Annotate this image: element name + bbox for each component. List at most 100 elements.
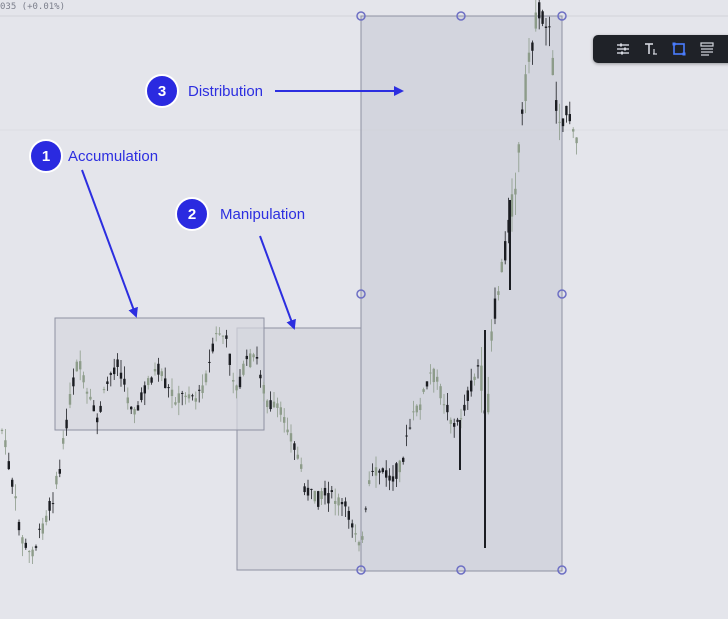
candle-body (510, 194, 514, 217)
candle-body (123, 378, 126, 385)
candle-body (402, 457, 405, 462)
candle-body (551, 57, 554, 76)
candle-body (514, 188, 517, 195)
candle-body (470, 380, 473, 392)
candle-body (436, 376, 439, 382)
resize-handle[interactable] (557, 289, 567, 299)
annotation-arrow (81, 169, 138, 318)
candle-body (150, 377, 153, 383)
annotation-accumulation: 1 Accumulation (29, 139, 158, 318)
resize-handle[interactable] (356, 11, 366, 21)
settings-sliders-icon[interactable] (613, 39, 633, 59)
candle-body (17, 521, 21, 531)
rectangle-tool-icon[interactable] (669, 39, 689, 59)
candle-body (164, 378, 167, 389)
candle-body (493, 298, 497, 319)
candle-body (167, 387, 170, 389)
candle-body (133, 409, 136, 415)
candle-body (368, 480, 371, 484)
candle-body (310, 488, 313, 490)
candle-body (116, 359, 119, 367)
resize-handle[interactable] (456, 11, 466, 21)
candle-body (170, 389, 174, 397)
candle-body (225, 335, 228, 339)
annotation-label: Manipulation (220, 206, 305, 223)
annotation-label: Accumulation (68, 148, 158, 165)
candle-body (75, 361, 78, 372)
template-lines-icon[interactable] (697, 39, 717, 59)
candle-body (245, 355, 248, 360)
candle-body (58, 469, 61, 474)
candle-body (334, 500, 337, 504)
candle-body (89, 396, 92, 400)
resize-handle[interactable] (456, 565, 466, 575)
candle-body (531, 42, 534, 51)
annotation-arrow (259, 235, 296, 330)
candle-body (340, 501, 344, 505)
resize-handle[interactable] (557, 11, 567, 21)
resize-handle[interactable] (356, 289, 366, 299)
candle-body (568, 114, 571, 122)
candle-body (555, 100, 558, 111)
candle-body (456, 419, 459, 422)
candle-body (524, 74, 527, 102)
candle-body (286, 429, 289, 433)
candle-body (565, 105, 568, 116)
candle-body (266, 400, 269, 408)
candle-body (109, 373, 112, 375)
candle-body (28, 551, 31, 553)
candle-body (62, 438, 65, 444)
candle-body (391, 476, 395, 482)
candle-body (99, 405, 102, 412)
candle-body (140, 392, 143, 401)
candle-body (442, 404, 446, 406)
distribution-zone[interactable] (360, 15, 563, 572)
text-tool-icon[interactable] (641, 39, 661, 59)
annotation-manipulation: 2 Manipulation (175, 197, 305, 330)
candle-body (388, 475, 391, 481)
candle-body (296, 454, 299, 459)
candle-body (153, 369, 157, 372)
candle-body (357, 542, 361, 546)
resize-handle[interactable] (557, 565, 567, 575)
candle-body (194, 398, 197, 402)
candle-body (215, 333, 218, 335)
candle-body (572, 129, 575, 132)
candle-body (174, 402, 177, 405)
candle-body (279, 407, 282, 415)
candle-body (235, 385, 238, 391)
candle-body (232, 380, 235, 382)
number-badge (145, 74, 179, 108)
candle-body (85, 391, 89, 394)
candle-body (517, 144, 520, 153)
candle-body (238, 376, 242, 388)
candle-body (449, 419, 452, 424)
candle-body (303, 486, 306, 493)
selection-handles[interactable] (356, 11, 567, 575)
candle-body (68, 394, 72, 405)
candle-body (262, 385, 265, 394)
candle-body (432, 368, 435, 383)
candle-body (252, 354, 255, 358)
candle-body (126, 397, 129, 404)
candle-body (211, 343, 214, 352)
candle-body (327, 493, 330, 504)
candle-body (259, 374, 262, 379)
candle-body (473, 376, 476, 380)
badge-number: 3 (158, 83, 166, 100)
candle-body (405, 435, 408, 437)
candle-body (558, 121, 561, 123)
candle-body (538, 2, 541, 19)
resize-handle[interactable] (356, 565, 366, 575)
candle-body (38, 528, 41, 530)
candle-body (320, 491, 323, 499)
number-badge (175, 197, 209, 231)
candle-body (541, 11, 544, 24)
candle-body (575, 137, 578, 144)
candle-body (228, 353, 231, 365)
candle-body (361, 536, 364, 540)
price-change-readout: 035 (+0.01%) (0, 2, 66, 12)
candle-body (4, 440, 7, 448)
